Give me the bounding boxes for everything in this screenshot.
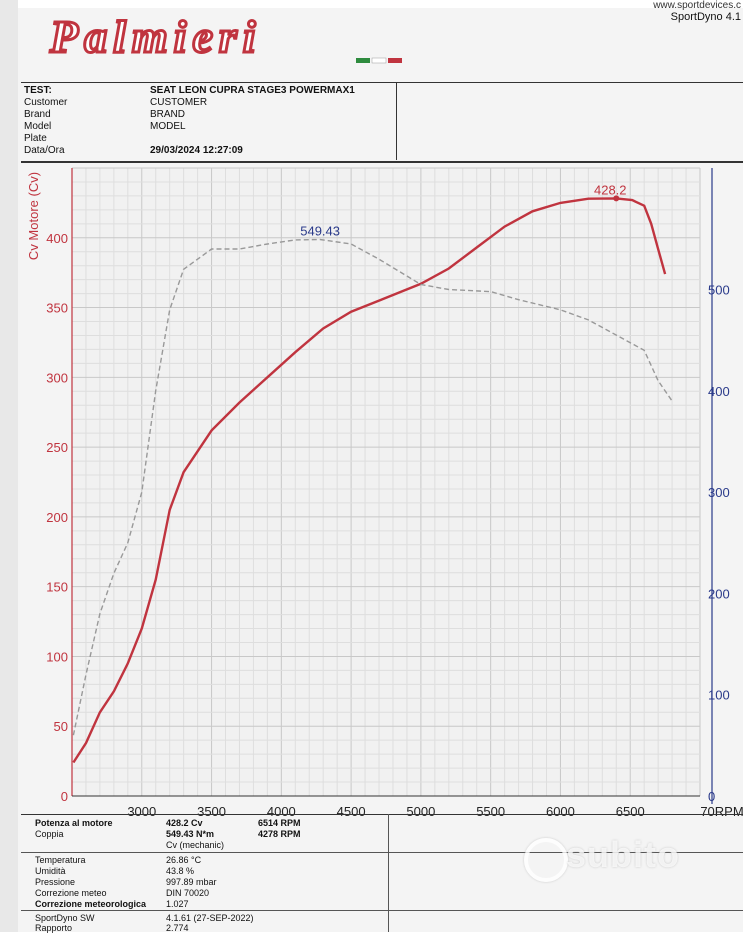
correction-factor-value: 1.027	[166, 899, 189, 909]
x-tick-label: 4500	[337, 804, 366, 819]
correction-factor-label: Correzione meteorologica	[35, 899, 147, 909]
brand-label: Brand	[24, 109, 51, 120]
watermark-text: subito	[566, 834, 680, 875]
info-divider	[396, 82, 397, 160]
test-value: SEAT LEON CUPRA STAGE3 POWERMAX1	[150, 85, 355, 96]
ratio-label: Rapporto	[35, 923, 73, 933]
test-label: TEST:	[24, 85, 52, 96]
test-info-box	[21, 82, 743, 162]
palmieri-logo: Palmieri	[48, 10, 402, 64]
results-rule-1	[21, 852, 743, 853]
x-tick-label: 3500	[197, 804, 226, 819]
software-label: SportDyno SW	[35, 913, 95, 923]
x-tick-label: 70RPM	[700, 804, 743, 819]
temperature-label: Temperatura	[35, 855, 86, 865]
x-tick-label: 3000	[127, 804, 156, 819]
power-rpm: 6514 RPM	[258, 818, 301, 828]
y-left-tick-label: 100	[46, 649, 68, 664]
left-margin	[0, 0, 18, 932]
y-right-tick-label: 100	[708, 688, 730, 703]
y-left-tick-label: 50	[54, 719, 68, 734]
site-url: www.sportdevices.c	[653, 0, 741, 11]
x-tick-label: 6500	[616, 804, 645, 819]
x-tick-label: 5500	[476, 804, 505, 819]
y-right-tick-label: 0	[708, 789, 715, 804]
y-left-tick-label: 200	[46, 510, 68, 525]
weather-correction-value: DIN 70020	[166, 888, 210, 898]
customer-value: CUSTOMER	[150, 97, 208, 108]
torque-series-line	[72, 238, 673, 736]
power-series-line	[72, 197, 667, 764]
ratio-value: 2.774	[166, 923, 189, 933]
humidity-value: 43.8 %	[166, 866, 195, 876]
x-tick-label: 4000	[267, 804, 296, 819]
power-value: 428.2 Cv	[166, 818, 203, 828]
plot-area	[72, 168, 700, 796]
y-left-tick-label: 250	[46, 440, 68, 455]
torque-value: 549.43 N*m	[166, 829, 215, 839]
watermark-logo-icon	[524, 838, 568, 882]
results-divider	[388, 814, 389, 932]
results-rule-2	[21, 910, 743, 911]
torque-rpm: 4278 RPM	[258, 829, 301, 839]
software-value: 4.1.61 (27-SEP-2022)	[166, 913, 254, 923]
weather-correction-label: Correzione meteo	[35, 888, 107, 898]
pressure-label: Pressione	[35, 877, 76, 887]
power-unit-note: Cv (mechanic)	[166, 840, 225, 850]
humidity-label: Umidità	[35, 866, 66, 876]
y-left-tick-label: 150	[46, 580, 68, 595]
customer-label: Customer	[24, 97, 68, 108]
y-right-tick-label: 300	[708, 485, 730, 500]
y-left-tick-label: 350	[46, 301, 68, 316]
power-peak-label: 428.2	[594, 182, 627, 197]
brand-value: BRAND	[150, 109, 186, 120]
y-left-tick-label: 400	[46, 231, 68, 246]
y-left-tick-label: 300	[46, 370, 68, 385]
x-tick-label: 6000	[546, 804, 575, 819]
date-value: 29/03/2024 12:27:09	[150, 145, 243, 156]
logo-text: Palmieri	[49, 11, 262, 62]
software-version: SportDyno 4.1	[670, 11, 741, 23]
model-label: Model	[24, 121, 52, 132]
plate-label: Plate	[24, 133, 47, 144]
torque-label: Coppia	[35, 829, 64, 839]
model-value: MODEL	[150, 121, 186, 132]
pressure-value: 997.89 mbar	[166, 877, 217, 887]
y-right-tick-label: 200	[708, 586, 730, 601]
temperature-value: 26.86 °C	[166, 855, 202, 865]
y-left-tick-label: 0	[61, 789, 68, 804]
power-label: Potenza al motore	[35, 818, 113, 828]
y-right-tick-label: 500	[708, 283, 730, 298]
y-right-tick-label: 400	[708, 384, 730, 399]
y-axis-title: Cv Motore (Cv)	[26, 172, 41, 260]
date-label: Data/Ora	[24, 145, 65, 156]
power-peak-marker	[613, 195, 620, 202]
x-tick-label: 5000	[406, 804, 435, 819]
torque-peak-label: 549.43	[300, 223, 340, 238]
results-box	[21, 814, 743, 933]
chart-frame	[21, 162, 743, 813]
